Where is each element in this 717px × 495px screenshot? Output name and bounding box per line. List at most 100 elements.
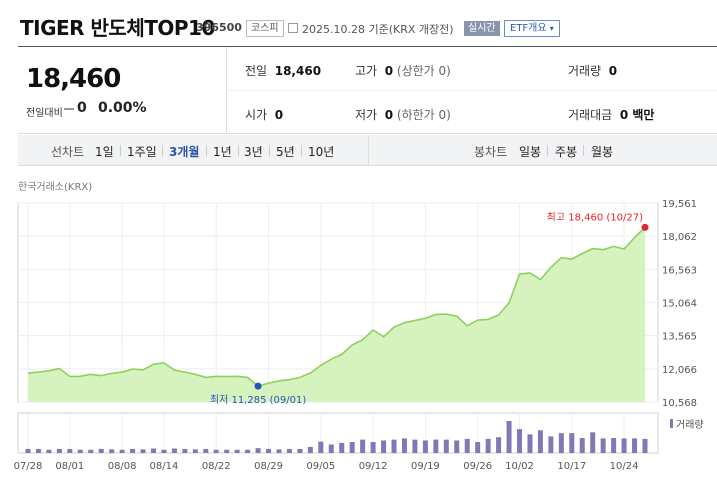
flat-icon	[64, 108, 74, 110]
volume-bar	[307, 446, 313, 453]
tab-3m[interactable]: 3개월	[169, 145, 200, 159]
volume-bar	[590, 432, 596, 453]
volume-bar	[67, 448, 73, 453]
volume-bar	[569, 433, 575, 453]
volume-bar	[422, 440, 428, 453]
volume-bar	[213, 449, 219, 453]
volume-bar	[276, 449, 282, 453]
volume-bar	[119, 449, 125, 453]
volume-bar	[130, 448, 136, 453]
volume-bar	[360, 439, 366, 453]
high-label: 고가	[355, 64, 378, 78]
ticker-code: 396500	[196, 21, 242, 34]
tab-1y[interactable]: 1년	[213, 145, 232, 159]
candle-chart-label: 봉차트	[474, 145, 508, 159]
tab-separator	[301, 145, 302, 156]
chevron-down-icon: ▾	[549, 24, 554, 33]
x-tick-label: 08/01	[55, 461, 84, 472]
volume-bar	[77, 449, 83, 453]
tab-separator	[547, 145, 548, 156]
x-tick-label: 08/22	[202, 461, 231, 472]
volume-bar	[182, 448, 188, 453]
volume-bar	[98, 448, 104, 453]
x-tick-label: 09/26	[463, 461, 492, 472]
high: 고가 0 (상한가 0)	[355, 62, 451, 79]
volume-bar	[35, 448, 41, 453]
volume-value: 0	[608, 64, 618, 78]
lower-limit: (하한가 0)	[396, 108, 451, 122]
volume-bar	[109, 449, 115, 453]
volume-bar	[464, 438, 470, 453]
volume-bar	[632, 438, 638, 453]
tab-10y[interactable]: 10년	[308, 145, 335, 159]
as-of-date: 2025.10.28 기준(KRX 개장전)	[302, 23, 454, 36]
prev-close: 전일 18,460	[245, 62, 321, 79]
amount: 거래대금 0 백만	[568, 106, 654, 123]
volume-bar	[161, 449, 167, 453]
tab-separator	[238, 145, 239, 156]
tab-weekly[interactable]: 주봉	[555, 145, 578, 159]
low-label: 저가	[355, 108, 378, 122]
x-tick-label: 10/17	[557, 461, 586, 472]
volume-bar	[381, 440, 387, 453]
high-value: 0	[384, 64, 394, 78]
page-title: TIGER 반도체TOP10	[20, 16, 215, 40]
volume-bar	[391, 439, 397, 453]
low-annotation: 최저 11,285 (09/01)	[210, 394, 306, 406]
realtime-button[interactable]: 실시간	[464, 21, 500, 36]
volume-bar	[171, 448, 177, 453]
y-tick-label: 15,064	[662, 299, 697, 310]
row-divider	[227, 90, 717, 91]
low-marker	[254, 382, 262, 390]
y-tick-label: 10,568	[662, 398, 697, 409]
volume-bar	[25, 448, 31, 453]
volume-bar	[537, 430, 543, 453]
volume-bar	[443, 439, 449, 453]
open-label: 시가	[245, 108, 268, 122]
volume-bar	[328, 444, 334, 453]
tab-1w[interactable]: 1주일	[127, 145, 157, 159]
volume-bar	[611, 438, 617, 453]
prev-close-value: 18,460	[274, 64, 322, 78]
volume-bar	[621, 438, 627, 453]
y-tick-label: 18,062	[662, 232, 697, 243]
volume-bar	[318, 441, 324, 453]
tab-monthly[interactable]: 월봉	[591, 145, 614, 159]
open-value: 0	[274, 108, 284, 122]
chart-tabs: 선차트 1일 1주일 3개월 1년 3년 5년 10년 봉차트 일봉 주봉 월봉	[18, 135, 717, 166]
volume-bar	[255, 448, 261, 453]
volume-bar	[517, 429, 523, 453]
tab-separator	[120, 145, 121, 156]
volume-bar	[286, 448, 292, 453]
volume-bar	[203, 448, 209, 453]
tab-separator	[206, 145, 207, 156]
x-tick-label: 07/28	[14, 461, 43, 472]
data-source: 한국거래소(KRX)	[18, 182, 93, 193]
x-tick-label: 10/02	[505, 461, 534, 472]
tab-daily[interactable]: 일봉	[519, 145, 542, 159]
etf-info-label: ETF개요	[510, 23, 547, 34]
volume-legend-swatch	[670, 419, 673, 428]
current-price: 18,460	[26, 64, 121, 94]
high-marker	[641, 223, 649, 231]
volume-bar	[527, 434, 533, 453]
volume-bar	[558, 433, 564, 453]
volume-bar	[234, 449, 240, 453]
volume-bar	[475, 442, 481, 453]
x-tick-label: 09/05	[306, 461, 335, 472]
volume-bar	[297, 448, 303, 453]
x-tick-label: 08/14	[150, 461, 179, 472]
market-badge: 코스피	[246, 20, 284, 37]
y-tick-label: 16,563	[662, 265, 697, 276]
x-tick-label: 09/12	[359, 461, 388, 472]
tab-5y[interactable]: 5년	[276, 145, 295, 159]
x-tick-label: 09/19	[411, 461, 440, 472]
calendar-icon	[288, 23, 298, 33]
etf-info-dropdown[interactable]: ETF개요 ▾	[504, 20, 560, 37]
tab-1d[interactable]: 1일	[95, 145, 114, 159]
tab-3y[interactable]: 3년	[244, 145, 263, 159]
volume-bar	[56, 448, 62, 453]
stats-table: 전일 18,460 고가 0 (상한가 0) 거래량 0 시가 0 저가 0 (…	[227, 47, 717, 133]
tab-group-divider	[368, 135, 369, 165]
low: 저가 0 (하한가 0)	[355, 106, 451, 123]
